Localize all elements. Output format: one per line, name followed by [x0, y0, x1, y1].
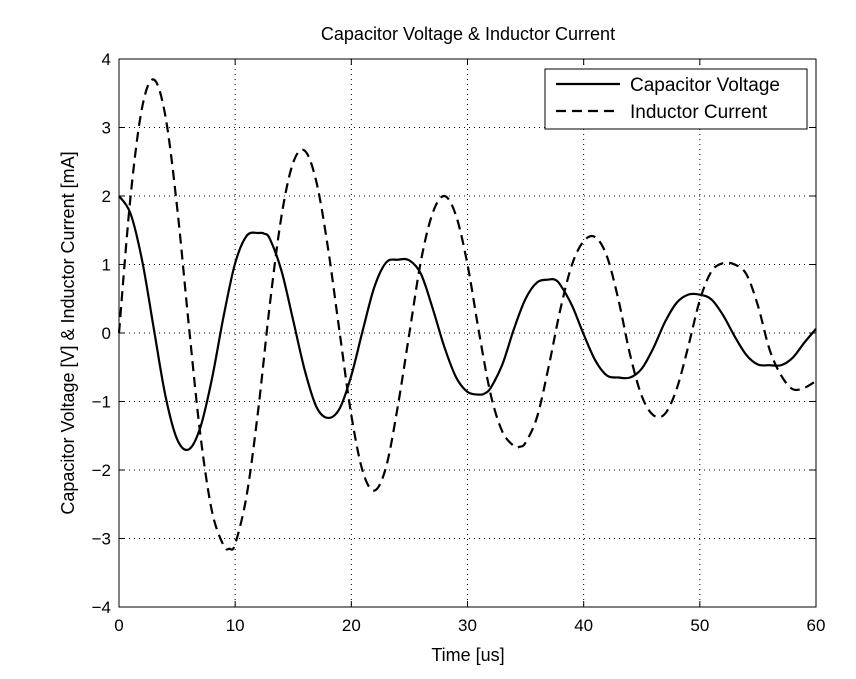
y-tick-labels: −4 −3 −2 −1 0 1 2 3 4 — [92, 50, 111, 617]
x-tick-labels: 0 10 20 30 40 50 60 — [114, 616, 825, 635]
legend-box — [544, 68, 808, 130]
ticks — [118, 58, 817, 608]
x-tick-label: 30 — [458, 616, 477, 635]
y-tick-label: −3 — [92, 530, 111, 549]
x-tick-label: 40 — [574, 616, 593, 635]
legend-label-inductor-current: Inductor Current — [630, 102, 768, 123]
y-tick-label: −2 — [92, 461, 111, 480]
y-tick-label: 2 — [102, 187, 111, 206]
legend-label-capacitor-voltage: Capacitor Voltage — [630, 75, 780, 96]
series-line-capacitor-voltage — [118, 195, 817, 452]
y-tick-label: −1 — [92, 393, 111, 412]
y-tick-label: 1 — [102, 256, 111, 275]
chart-title: Capacitor Voltage & Inductor Current — [321, 24, 615, 44]
y-tick-label: −4 — [92, 598, 111, 617]
y-axis-title: Capacitor Voltage [V] & Inductor Current… — [58, 151, 78, 514]
x-tick-label: 50 — [690, 616, 709, 635]
x-axis-title: Time [us] — [431, 645, 504, 665]
y-tick-label: 4 — [102, 50, 111, 69]
x-tick-label: 60 — [807, 616, 826, 635]
series-layer — [117, 78, 817, 551]
legend: Capacitor Voltage Inductor Current — [544, 68, 808, 130]
y-tick-label: 0 — [102, 324, 111, 343]
x-tick-label: 0 — [114, 616, 123, 635]
x-tick-label: 10 — [226, 616, 245, 635]
y-tick-label: 3 — [102, 119, 111, 138]
x-tick-label: 20 — [342, 616, 361, 635]
